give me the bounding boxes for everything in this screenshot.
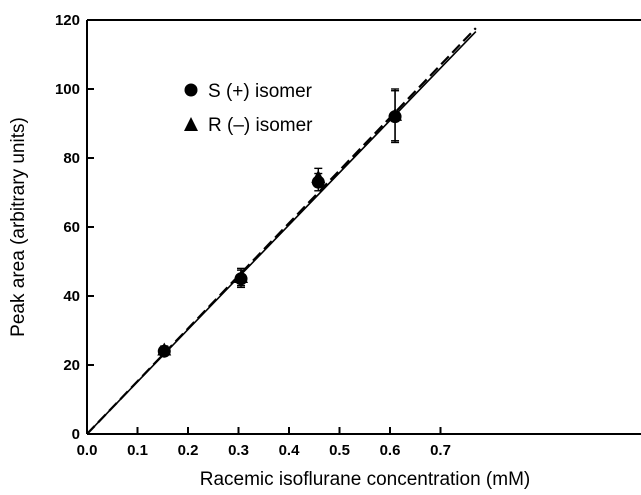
x-tick-label: 0.4 [279, 442, 301, 459]
x-axis-title: Racemic isoflurane concentration (mM) [200, 469, 531, 490]
fit-line-r-isomer [87, 27, 477, 435]
y-tick-label: 60 [63, 219, 80, 236]
y-ticks: 0 20 40 60 80 100 120 [55, 12, 94, 443]
x-tick-label: 0.7 [430, 442, 451, 459]
x-tick-label: 0.2 [178, 442, 199, 459]
fit-lines [87, 27, 477, 435]
data-point-s-isomer [234, 272, 248, 286]
axes [86, 19, 641, 435]
x-tick-label: 0.5 [329, 442, 350, 459]
y-axis-title: Peak area (arbitrary units) [8, 117, 29, 337]
y-tick-label: 40 [63, 288, 80, 305]
legend-label-s-isomer: S (+) isomer [208, 81, 313, 102]
x-tick-label: 0.0 [77, 442, 98, 459]
y-tick-label: 100 [55, 81, 80, 98]
fit-line-s-isomer [87, 30, 477, 435]
legend: S (+) isomer R (–) isomer [184, 81, 313, 136]
x-ticks: 0.0 0.1 0.2 0.3 0.4 0.5 0.6 0.7 [77, 427, 451, 459]
y-tick-label: 0 [72, 426, 80, 443]
y-tick-label: 80 [63, 150, 80, 167]
y-tick-label: 20 [63, 357, 80, 374]
legend-circle-marker [184, 83, 198, 97]
data-point-s-isomer [311, 175, 325, 189]
legend-label-r-isomer: R (–) isomer [208, 115, 313, 136]
x-tick-label: 0.6 [380, 442, 401, 459]
x-tick-label: 0.3 [228, 442, 249, 459]
data-point-s-isomer [388, 110, 402, 124]
data-point-s-isomer [157, 344, 171, 358]
x-tick-label: 0.1 [127, 442, 148, 459]
markers [157, 107, 403, 358]
legend-triangle-marker [184, 117, 198, 131]
y-tick-label: 120 [55, 12, 80, 29]
